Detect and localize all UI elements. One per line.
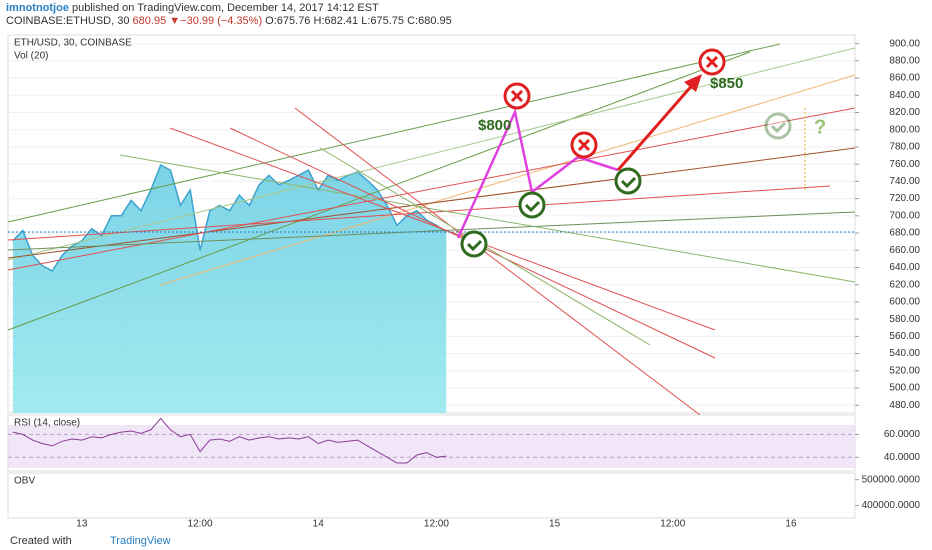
open: O:675.76	[265, 15, 311, 27]
trendline	[7, 107, 856, 271]
x-tick-label: 12:00	[660, 519, 685, 530]
arrowhead	[684, 74, 702, 92]
annotation: $800	[478, 117, 511, 134]
annotation: $850	[710, 75, 743, 92]
y-tick-label: 820.00	[889, 107, 920, 118]
header-row-1: imnotnotjoe published on TradingView.com…	[6, 2, 452, 15]
check-icons	[460, 112, 792, 258]
y-tick-label: 500000.0000	[862, 474, 921, 485]
annotation: ?	[814, 116, 826, 138]
published: published on TradingView.com, December 1…	[72, 2, 379, 14]
header-row-2: COINBASE:ETHUSD, 30 680.95 ▼−30.99 (−4.3…	[6, 15, 452, 28]
footer-brand: TradingView	[110, 535, 171, 547]
y-tick-label: 740.00	[889, 176, 920, 187]
x-tick-label: 13	[76, 519, 88, 530]
area	[12, 165, 447, 413]
y-tick-label: 860.00	[889, 73, 920, 84]
change: −30.99 (−4.35%)	[180, 15, 263, 27]
y-tick-label: 660.00	[889, 245, 920, 256]
pane-title: ETH/USD, 30, COINBASE	[14, 38, 132, 49]
y-tick-label: 620.00	[889, 279, 920, 290]
pane-title: RSI (14, close)	[14, 418, 80, 429]
indicator-line	[12, 417, 447, 464]
author: imnotnotjoe	[6, 2, 69, 14]
obv-pane	[7, 472, 856, 519]
symbol: COINBASE:ETHUSD, 30	[6, 15, 130, 27]
y-tick-label: 580.00	[889, 314, 920, 325]
x-tick-label: 15	[549, 519, 561, 530]
y-tick-label: 60.0000	[884, 429, 921, 440]
y-tick-label: 540.00	[889, 348, 920, 359]
pane-title: OBV	[14, 476, 35, 487]
close: C:680.95	[407, 15, 452, 27]
trendline	[7, 185, 831, 241]
trendline	[7, 47, 856, 261]
x-tick-label: 12:00	[424, 519, 449, 530]
low: L:675.75	[361, 15, 405, 27]
down-arrow: ▼	[169, 15, 181, 27]
high: H:682.41	[313, 15, 359, 27]
trendline	[7, 211, 856, 251]
pane-subtitle: Vol (20)	[14, 51, 48, 62]
frame	[7, 34, 856, 519]
header: imnotnotjoe published on TradingView.com…	[6, 2, 452, 28]
x-tick-label: 12:00	[188, 519, 213, 530]
y-tick-label: 840.00	[889, 90, 920, 101]
x-tick-label: 16	[785, 519, 797, 530]
last: 680.95	[132, 15, 167, 27]
y-tick-label: 760.00	[889, 159, 920, 170]
y-tick-label: 400000.0000	[862, 500, 921, 511]
y-tick-label: 700.00	[889, 210, 920, 221]
y-tick-label: 40.0000	[884, 452, 921, 463]
y-tick-label: 800.00	[889, 124, 920, 135]
drawings	[7, 43, 856, 468]
y-tick-label: 780.00	[889, 142, 920, 153]
price-line	[12, 163, 447, 272]
y-tick-label: 880.00	[889, 55, 920, 66]
y-tick-label: 900.00	[889, 38, 920, 49]
footer-created: Created with	[10, 535, 72, 547]
x-tick-label: 14	[313, 519, 325, 530]
trendline	[7, 51, 751, 331]
cross-icons	[503, 48, 726, 159]
y-tick-label: 560.00	[889, 331, 920, 342]
y-tick-label: 680.00	[889, 228, 920, 239]
y-tick-label: 640.00	[889, 262, 920, 273]
rsi-band	[8, 425, 855, 468]
trendline	[7, 147, 856, 259]
trendline	[119, 154, 856, 283]
trendline	[159, 74, 856, 286]
trendline	[294, 107, 701, 416]
y-tick-label: 600.00	[889, 297, 920, 308]
y-tick-label: 500.00	[889, 383, 920, 394]
y-tick-label: 720.00	[889, 193, 920, 204]
y-tick-label: 480.00	[889, 400, 920, 411]
trendline	[7, 43, 781, 223]
arrow	[616, 81, 697, 171]
y-tick-label: 520.00	[889, 365, 920, 376]
